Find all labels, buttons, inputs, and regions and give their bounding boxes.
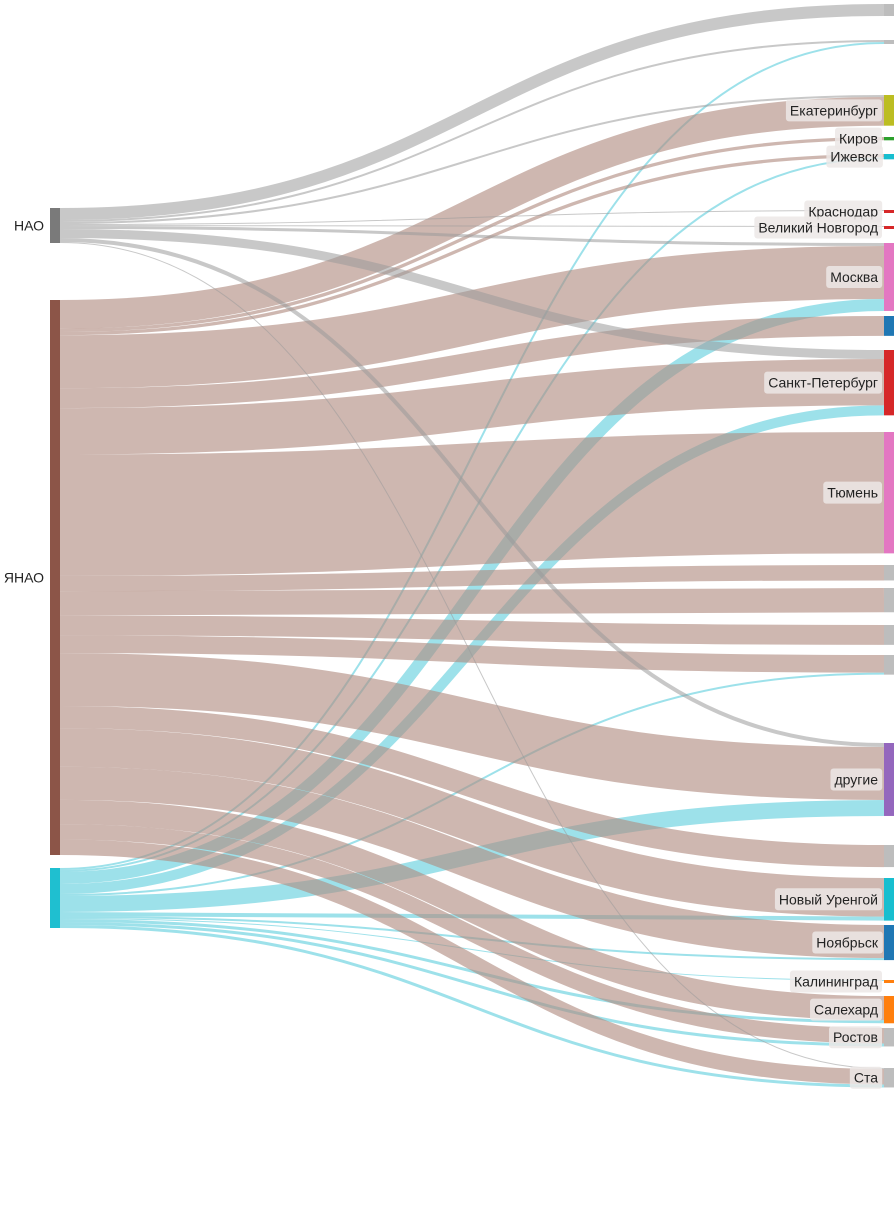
target-label-t19: Ноябрьск	[816, 935, 879, 951]
flow-yanao-t19	[59, 766, 885, 959]
target-node-t19	[884, 925, 894, 961]
flow-hmao-t21	[59, 919, 885, 1024]
target-node-t16	[884, 743, 894, 816]
target-label-bg-t18	[774, 888, 882, 911]
flow-nao-t8	[59, 226, 885, 246]
target-label-t4: Киров	[839, 131, 878, 147]
target-label-t22: Ростов	[833, 1029, 878, 1045]
target-node-t12	[884, 565, 894, 581]
source-node-hmao	[50, 868, 60, 928]
target-label-bg-t22	[829, 1026, 882, 1049]
flow-yanao-t22	[59, 824, 885, 1044]
flow-hmao-t23	[59, 925, 885, 1088]
flow-yanao-t17	[59, 706, 885, 868]
target-node-t20	[884, 980, 894, 983]
target-label-t18: Новый Уренгой	[779, 891, 878, 907]
flow-nao-t6	[59, 210, 885, 225]
flow-nao-t2	[59, 40, 885, 222]
target-label-t10: Санкт-Петербург	[768, 375, 878, 391]
target-label-t11: Тюмень	[827, 485, 878, 501]
target-node-t10	[884, 350, 894, 416]
target-node-t9	[884, 316, 894, 336]
flow-nao-t16	[59, 238, 885, 747]
flow-yanao-t15	[59, 635, 885, 673]
flow-nao-t10	[59, 229, 885, 359]
flow-yanao-t18	[59, 728, 885, 917]
target-node-t14	[884, 625, 894, 645]
flow-yanao-t3	[59, 97, 885, 329]
target-node-t7	[884, 226, 894, 229]
flow-yanao-t8	[59, 245, 885, 389]
flow-hmao-t22	[59, 922, 885, 1047]
target-nodes	[884, 4, 894, 1088]
target-node-t21	[884, 996, 894, 1024]
flow-yanao-t13	[59, 587, 885, 616]
target-node-t15	[884, 655, 894, 675]
target-label-t5: Ижевск	[830, 149, 878, 165]
flow-yanao-t9	[59, 315, 885, 409]
target-label-bg-t16	[830, 768, 883, 791]
flow-yanao-t11	[59, 432, 885, 576]
target-node-t17	[884, 845, 894, 868]
target-label-t7: Великий Новгород	[758, 220, 878, 236]
target-label-bg-t7	[754, 216, 882, 239]
target-label-t23: Ста	[854, 1070, 878, 1086]
target-node-t5	[884, 154, 894, 160]
flow-yanao-t16	[59, 653, 885, 800]
target-node-t22	[884, 1028, 894, 1047]
target-label-t3: Екатеринбург	[790, 102, 878, 118]
target-label-bg-t11	[823, 481, 882, 504]
target-label-t8: Москва	[830, 269, 878, 285]
target-label-bg-t5	[826, 145, 883, 168]
target-label-bg-t4	[835, 127, 882, 150]
flow-nao-t7	[59, 225, 885, 227]
sankey-links	[59, 4, 885, 1088]
flow-yanao-t5	[59, 153, 885, 336]
flow-yanao-t23	[59, 839, 885, 1085]
source-nodes	[50, 208, 60, 928]
target-node-t3	[884, 95, 894, 126]
target-label-bg-t19	[812, 931, 883, 954]
source-label-nao: НАО	[14, 218, 44, 234]
target-label-bg-t3	[785, 99, 882, 122]
flow-nao-t23	[59, 242, 885, 1069]
target-label-bg-t20	[789, 970, 882, 993]
target-node-t11	[884, 432, 894, 554]
target-label-bg-t21	[810, 998, 882, 1021]
target-node-t6	[884, 210, 894, 213]
target-node-t4	[884, 137, 894, 141]
node-labels: НАО ЯНАО Екатеринбург Киров Ижевск КраснодарВ…	[4, 99, 883, 1089]
target-label-bg-t23	[849, 1066, 883, 1089]
target-node-t1	[884, 4, 894, 16]
target-label-bg-t8	[826, 265, 883, 288]
flow-nao-t3	[59, 95, 885, 224]
source-node-yanao	[50, 300, 60, 855]
target-node-t23	[884, 1068, 894, 1088]
flow-yanao-t14	[59, 615, 885, 645]
target-node-t8	[884, 243, 894, 311]
source-node-nao	[50, 208, 60, 243]
target-label-t21: Салехард	[814, 1002, 878, 1018]
target-label-t16: другие	[834, 771, 878, 787]
flow-yanao-t12	[59, 565, 885, 592]
flow-yanao-t21	[59, 799, 885, 1021]
target-label-t6: Краснодар	[808, 204, 878, 220]
target-label-bg-t10	[764, 371, 882, 394]
target-node-t2	[884, 40, 894, 44]
flow-yanao-t10	[59, 359, 885, 455]
source-label-yanao: ЯНАО	[4, 570, 44, 586]
target-label-t20: Калининград	[794, 974, 878, 990]
target-node-t13	[884, 588, 894, 613]
flow-hmao-t20	[59, 918, 885, 981]
flow-nao-t1	[59, 4, 885, 220]
target-node-t18	[884, 878, 894, 921]
